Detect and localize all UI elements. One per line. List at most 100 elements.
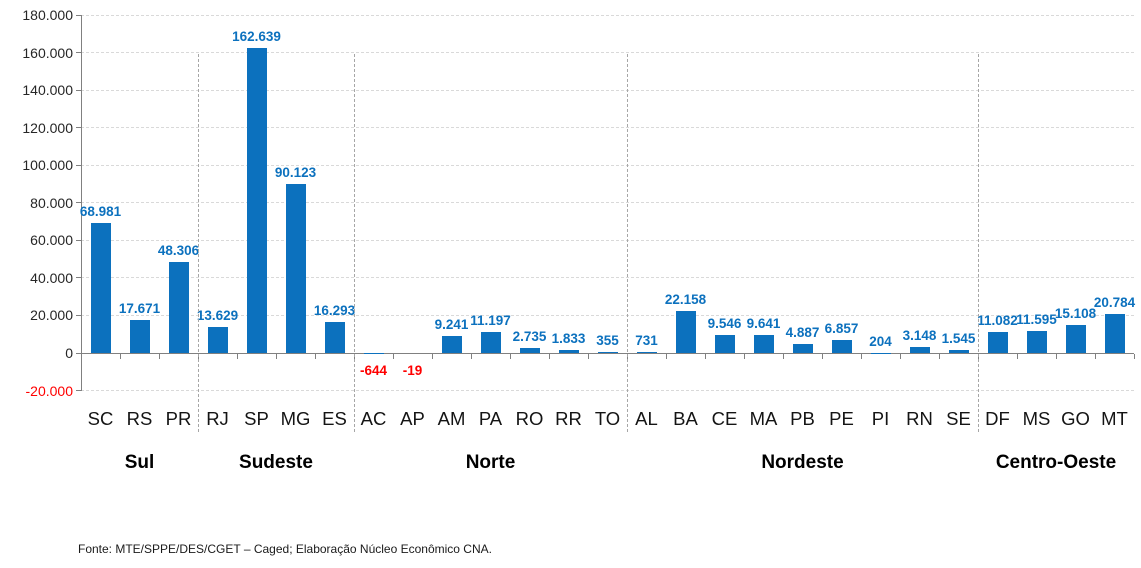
source-note: Fonte: MTE/SPPE/DES/CGET – Caged; Elabor… xyxy=(78,542,492,556)
x-tick-mark xyxy=(1134,354,1135,359)
y-axis-label: 0 xyxy=(65,345,73,361)
bar-CE xyxy=(714,335,735,353)
x-tick-mark xyxy=(705,354,706,359)
value-label-AL: 731 xyxy=(635,332,658,348)
x-axis-label-PA: PA xyxy=(478,408,503,429)
y-axis-label: 100.000 xyxy=(22,157,73,174)
x-tick-mark xyxy=(822,354,823,359)
bar-MA xyxy=(753,334,774,353)
value-label-TO: 355 xyxy=(596,333,619,349)
value-label-CE: 9.546 xyxy=(707,316,742,332)
x-tick-mark xyxy=(432,354,433,359)
y-tick-mark xyxy=(76,164,81,166)
region-label-centro-oeste: Centro-Oeste xyxy=(995,452,1117,473)
y-axis-line xyxy=(81,15,82,391)
y-axis-label: 140.000 xyxy=(22,82,73,99)
x-axis-label-SP: SP xyxy=(244,408,269,429)
x-tick-mark xyxy=(81,354,82,359)
value-label-DF: 11.082 xyxy=(977,313,1018,329)
value-label-GO: 15.108 xyxy=(1054,305,1097,321)
bar-SC xyxy=(90,223,111,353)
bar-RR xyxy=(558,349,579,353)
value-label-PR: 48.306 xyxy=(157,243,200,259)
x-tick-mark xyxy=(159,354,160,359)
x-axis-label-SE: SE xyxy=(946,408,971,429)
value-label-RR: 1.833 xyxy=(551,330,586,346)
y-axis-label: 120.000 xyxy=(22,119,73,136)
gridline xyxy=(81,164,1134,166)
region-label-sudeste: Sudeste xyxy=(239,452,313,473)
bar-MS xyxy=(1026,331,1047,353)
bar-GO xyxy=(1065,324,1086,353)
x-axis-label-TO: TO xyxy=(594,408,621,429)
bar-AM xyxy=(441,335,462,353)
region-label-norte: Norte xyxy=(465,452,516,473)
x-tick-mark xyxy=(276,354,277,359)
bar-DF xyxy=(987,332,1008,353)
y-axis-label: 180.000 xyxy=(22,7,73,23)
x-tick-mark xyxy=(939,354,940,359)
gridline xyxy=(81,52,1134,54)
bar-RJ xyxy=(207,327,228,353)
x-tick-mark xyxy=(744,354,745,359)
x-axis-label-PB: PB xyxy=(790,408,815,429)
y-tick-mark xyxy=(76,239,81,241)
value-label-RO: 2.735 xyxy=(512,328,547,344)
value-label-AP: -19 xyxy=(402,363,423,378)
y-tick-mark xyxy=(76,277,81,279)
x-axis-label-AL: AL xyxy=(635,408,658,429)
y-tick-mark xyxy=(76,352,81,354)
y-tick-mark xyxy=(76,202,81,204)
value-label-AC: -644 xyxy=(359,363,388,378)
x-tick-mark xyxy=(120,354,121,359)
y-axis-label: -20.000 xyxy=(25,382,73,399)
value-label-PE: 6.857 xyxy=(824,321,859,337)
bar-PB xyxy=(792,343,813,353)
gridline xyxy=(81,202,1134,204)
bar-PR xyxy=(168,262,189,353)
x-tick-mark xyxy=(315,354,316,359)
x-axis-label-BA: BA xyxy=(673,408,698,429)
value-label-RN: 3.148 xyxy=(902,328,937,344)
value-label-MA: 9.641 xyxy=(746,315,781,331)
x-axis-label-AP: AP xyxy=(400,408,425,429)
x-axis-line xyxy=(81,353,1134,354)
x-axis-label-MG: MG xyxy=(280,408,311,429)
region-separator xyxy=(198,54,199,432)
gridline xyxy=(81,277,1134,279)
x-axis-label-AC: AC xyxy=(360,408,387,429)
x-axis-label-RS: RS xyxy=(126,408,153,429)
bar-SP xyxy=(246,47,267,353)
value-label-RJ: 13.629 xyxy=(196,308,239,324)
bar-TO xyxy=(597,352,618,353)
x-axis-label-MT: MT xyxy=(1101,408,1128,429)
value-label-RS: 17.671 xyxy=(118,300,161,316)
bar-MG xyxy=(285,183,306,353)
value-label-MS: 11.595 xyxy=(1016,312,1057,328)
value-label-ES: 16.293 xyxy=(313,303,356,319)
x-tick-mark xyxy=(666,354,667,359)
region-label-nordeste: Nordeste xyxy=(761,452,844,473)
value-label-AM: 9.241 xyxy=(434,316,469,332)
x-axis-label-MS: MS xyxy=(1022,408,1051,429)
value-label-SC: 68.981 xyxy=(79,204,122,220)
x-axis-label-DF: DF xyxy=(985,408,1010,429)
x-axis-label-GO: GO xyxy=(1061,408,1090,429)
bar-BA xyxy=(675,311,696,353)
value-label-MT: 20.784 xyxy=(1093,294,1136,310)
y-axis-label: 20.000 xyxy=(30,307,73,324)
gridline xyxy=(81,127,1134,129)
value-label-SP: 162.639 xyxy=(232,28,281,44)
x-tick-mark xyxy=(510,354,511,359)
gridline xyxy=(81,314,1134,316)
y-axis-label: 60.000 xyxy=(30,232,73,249)
bar-RO xyxy=(519,347,540,353)
region-label-sul: Sul xyxy=(124,452,155,473)
x-tick-mark xyxy=(1095,354,1096,359)
x-axis-label-RO: RO xyxy=(515,408,544,429)
x-axis-label-PR: PR xyxy=(165,408,192,429)
region-separator xyxy=(627,54,628,432)
y-tick-mark xyxy=(76,390,81,392)
x-axis-label-ES: ES xyxy=(322,408,347,429)
